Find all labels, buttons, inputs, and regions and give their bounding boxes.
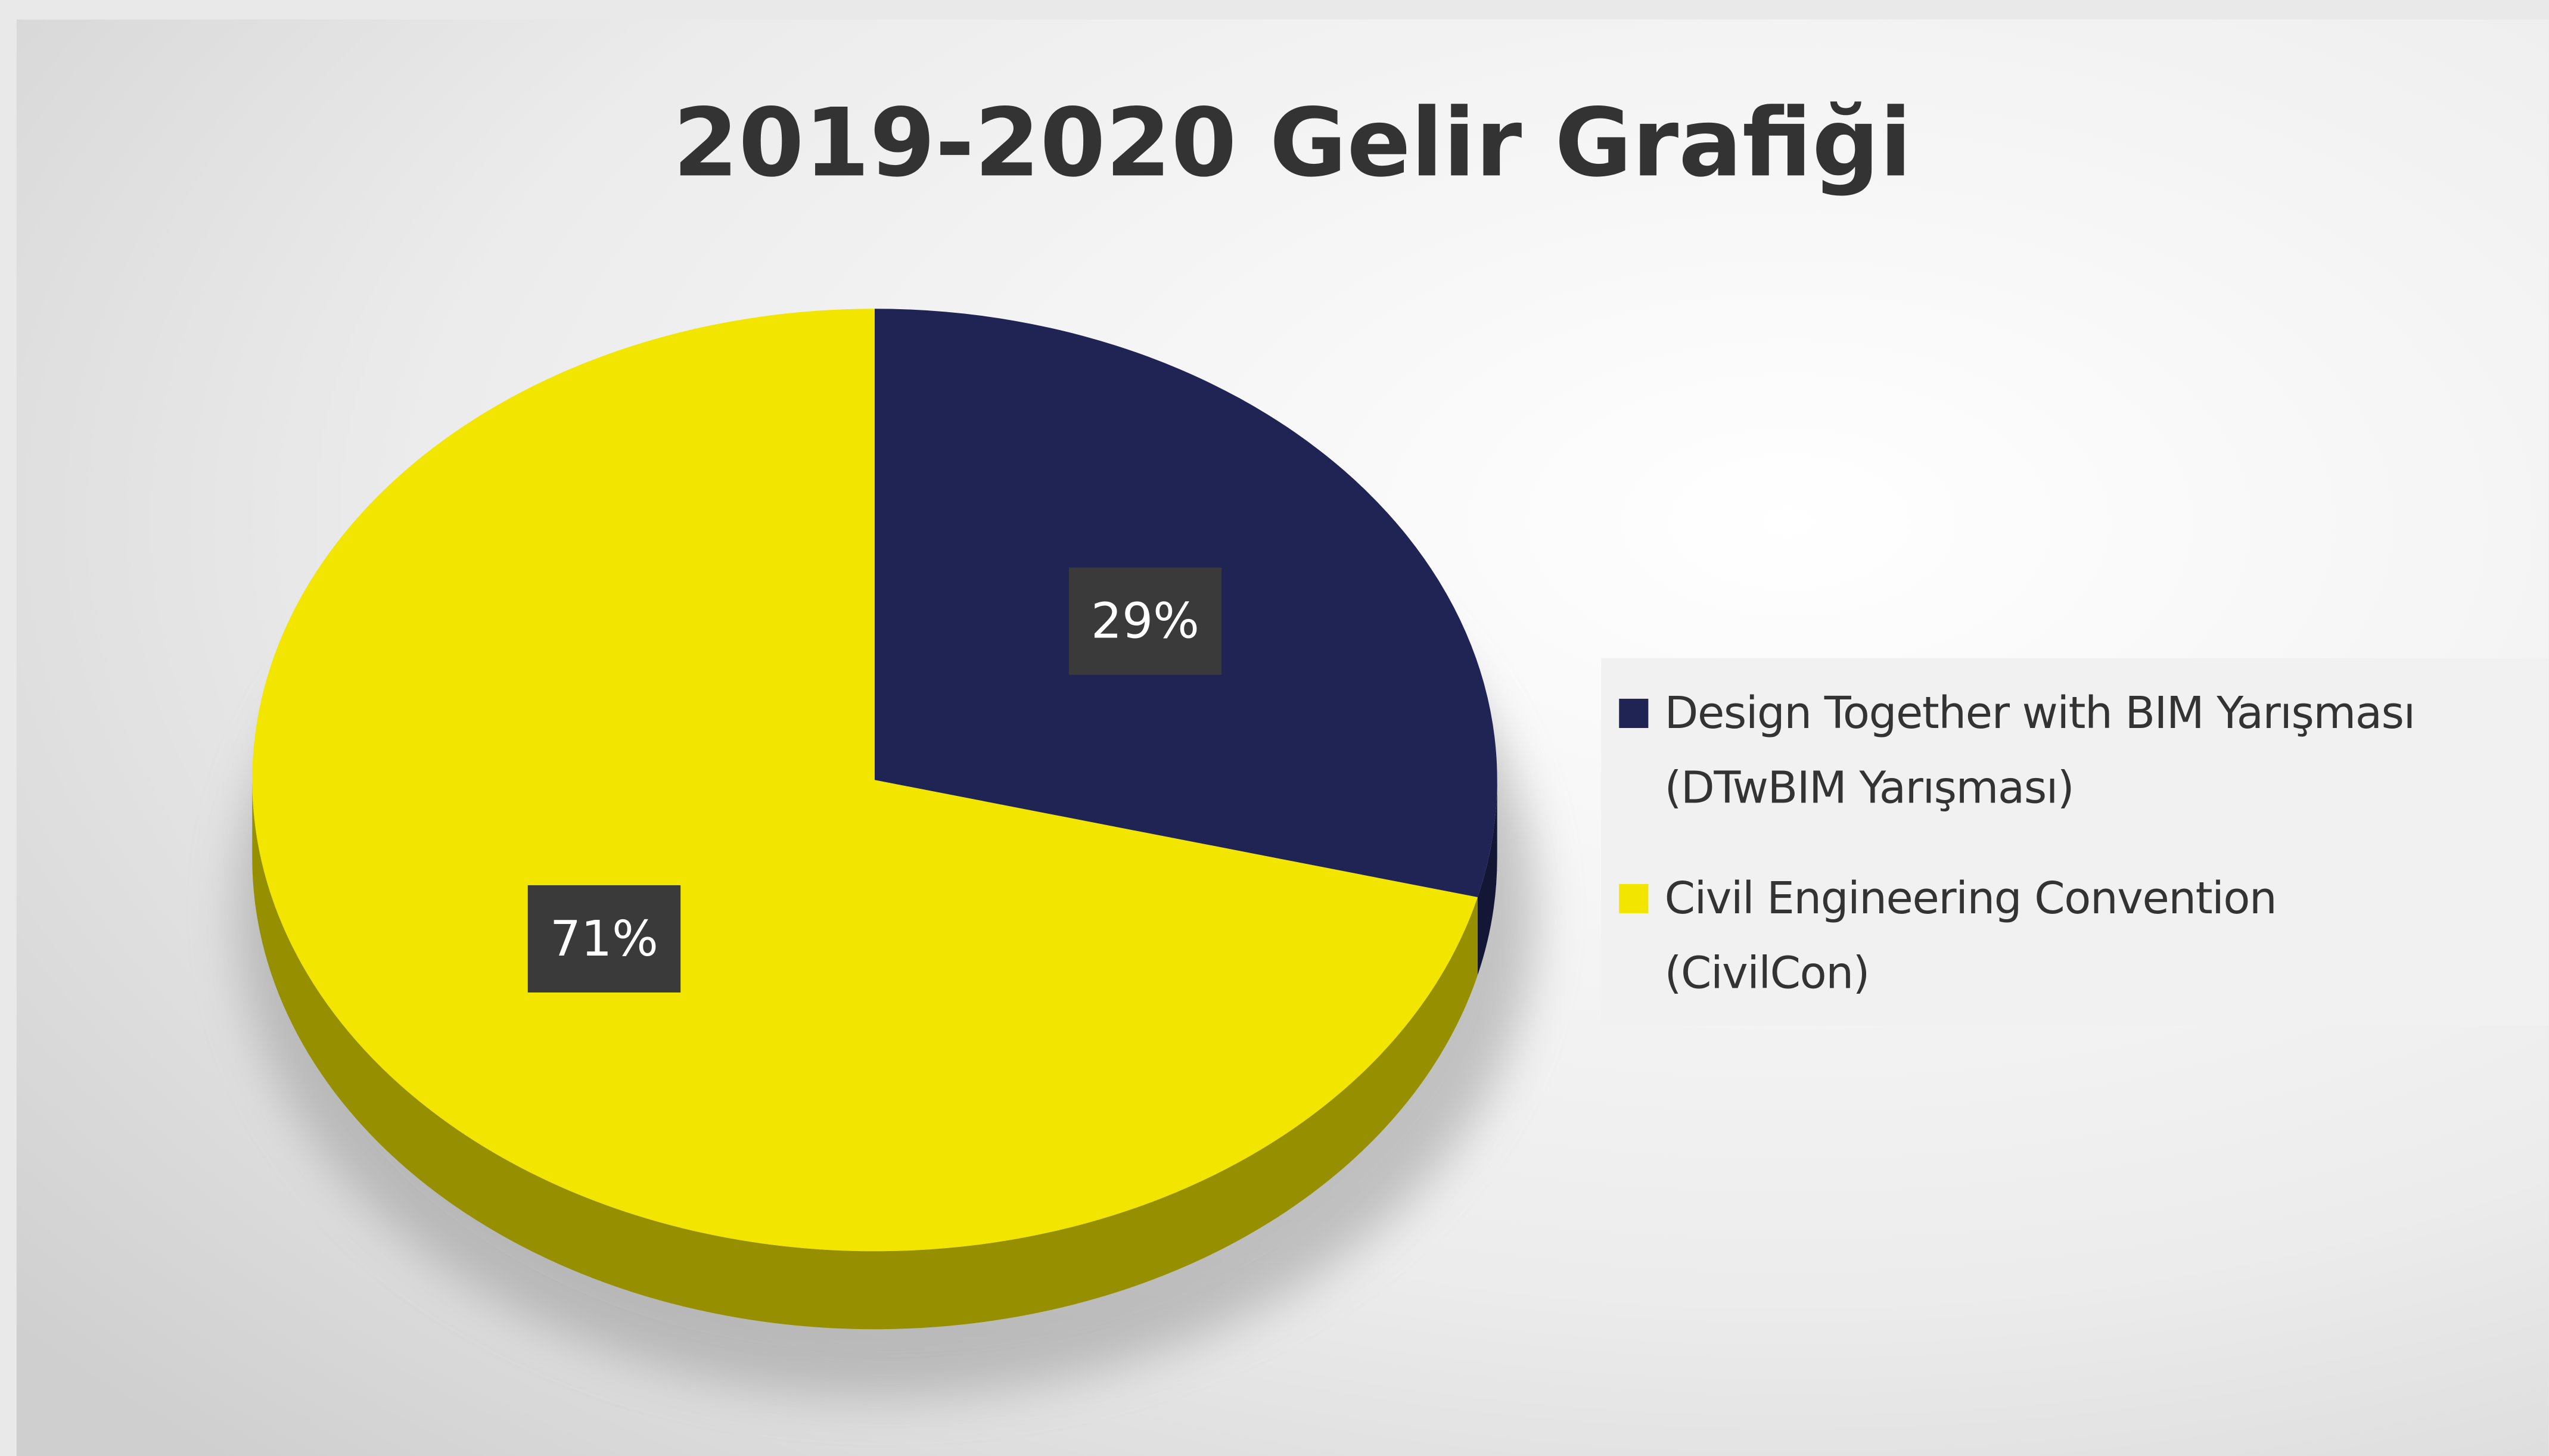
legend-entry: Design Together with BIM Yarışması (DTwB… [1664,689,2416,814]
pie-sides [252,780,1497,1330]
legend: Design Together with BIM Yarışması (DTwB… [1619,689,2416,1000]
legend-marker [1619,698,1649,728]
data-labels: 29% 71% [527,567,1222,993]
data-label: 71% [550,911,658,967]
legend-entry: Civil Engineering Convention (CivilCon) [1664,874,2277,1000]
pie-slice [252,309,1478,1252]
pie-side [252,780,1478,1330]
legend-label: Civil Engineering Convention (CivilCon) [1664,874,2277,1000]
legend-background [1601,658,2549,1026]
legend-marker [1619,883,1649,913]
data-label-box [1068,567,1222,675]
pie-slices [252,309,1497,1252]
data-label: 29% [1091,593,1199,650]
legend-label: Design Together with BIM Yarışması (DTwB… [1664,689,2416,814]
data-label-box [527,885,681,993]
chart-title: 2019-2020 Gelir Grafiği [673,88,1911,198]
pie-side [1477,780,1497,975]
